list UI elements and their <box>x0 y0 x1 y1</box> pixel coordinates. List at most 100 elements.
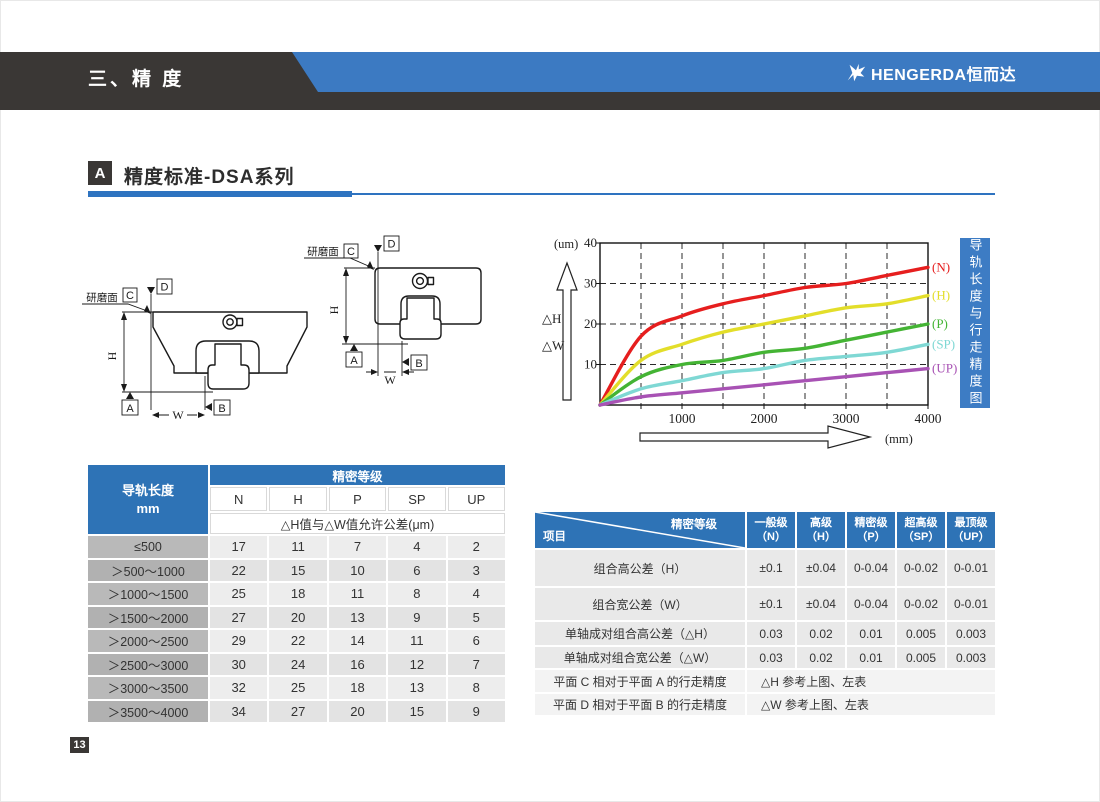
grade-header-p-line2: （P） <box>856 531 886 543</box>
tolerance-value-cell: 22 <box>210 559 268 581</box>
curve-(SP) <box>598 342 930 407</box>
curve-label-(UP): (UP) <box>932 361 957 376</box>
curve-(H) <box>598 293 930 407</box>
grade-header-up: 最顶级 （UP） <box>947 512 995 548</box>
datum-c-label: C <box>347 246 355 258</box>
precision-chart: 10 20 30 40 (um) 1000 2000 3000 4000 △H △W (mm) (N) (… <box>542 235 957 449</box>
brand-logo: HENGERDA恒而达 <box>845 60 1016 86</box>
column-header-n: N <box>210 487 268 511</box>
tolerance-value-cell: 5 <box>447 606 505 628</box>
grind-surface-label: 研磨面 <box>307 246 339 258</box>
dim-h-label: H <box>327 305 341 314</box>
tolerance-value-cell: 0.02 <box>797 622 845 645</box>
tolerance-value-cell: 27 <box>210 606 268 628</box>
column-header-up: UP <box>447 487 505 511</box>
tolerance-value-cell: 4 <box>388 536 446 558</box>
rail-length-header-line1: 导轨长度 <box>121 482 174 498</box>
curve-label-(P): (P) <box>932 316 948 331</box>
grade-header-n-line1: 一般级 <box>754 516 788 529</box>
precision-grade-group-header: 精密等级 <box>210 465 505 485</box>
delta-w-label: △W <box>542 338 565 353</box>
x-tick-label: 3000 <box>833 411 860 426</box>
dim-w-label: W <box>172 408 184 422</box>
item-row-label: 平面 D 相对于平面 B 的行走精度 <box>535 694 745 715</box>
curve-(UP) <box>598 366 930 407</box>
datum-c-label: C <box>126 290 134 302</box>
y-axis-arrow <box>556 261 578 401</box>
rail-length-row-label: ＞1500～2000 <box>88 606 208 628</box>
section-title: 精度标准-DSA系列 <box>124 167 295 188</box>
item-row-label: 单轴成对组合高公差（△H） <box>535 622 745 645</box>
y-tick-label: 30 <box>584 276 597 291</box>
tolerance-value-cell: 3 <box>447 559 505 581</box>
grade-header-h-line2: （H） <box>806 531 836 543</box>
section-badge: A <box>88 161 112 185</box>
section-underline-thick <box>88 191 352 197</box>
tolerance-value-cell: 25 <box>269 677 327 699</box>
grade-header-sp: 超高级 （SP） <box>897 512 945 548</box>
x-axis-arrow <box>639 425 873 449</box>
tolerance-value-cell: 18 <box>269 583 327 605</box>
grind-surface-label: 研磨面 <box>86 292 118 304</box>
tolerance-value-cell: 6 <box>388 559 446 581</box>
corner-header-cell: 精密等级 项目 <box>535 512 745 548</box>
tolerance-value-cell: 13 <box>388 677 446 699</box>
datum-arrow-markers <box>343 245 409 375</box>
curve-label-(SP): (SP) <box>932 336 955 351</box>
tolerance-value-cell: 20 <box>269 606 327 628</box>
item-row-label: 平面 C 相对于平面 A 的行走精度 <box>535 670 745 692</box>
tolerance-value-cell: 0.02 <box>797 647 845 668</box>
rail-length-row-label: ＞500～1000 <box>88 559 208 581</box>
column-header-sp: SP <box>388 487 446 511</box>
brand-logo-icon <box>847 63 866 82</box>
page-title: 三、精 度 <box>88 69 185 90</box>
header-blue-stripe <box>292 52 1100 92</box>
column-header-h: H <box>269 487 327 511</box>
tolerance-value-cell: 0.03 <box>747 622 795 645</box>
item-row-label: 组合高公差（H） <box>535 550 745 586</box>
rail-length-row-label: ＞3000～3500 <box>88 677 208 699</box>
tolerance-value-cell: 24 <box>269 653 327 675</box>
tolerance-value-cell: 0-0.01 <box>947 550 995 586</box>
tolerance-value-cell: 7 <box>328 536 387 558</box>
tolerance-value-cell: 15 <box>269 559 327 581</box>
tolerance-value-cell: 32 <box>210 677 268 699</box>
item-row-label: 组合宽公差（W） <box>535 588 745 620</box>
rail-length-header: 导轨长度 mm <box>88 465 208 534</box>
datum-b-label: B <box>218 403 225 415</box>
guide-block-diagram-square: 研磨面 C D A B H W <box>304 235 482 387</box>
x-tick-label: 2000 <box>751 411 778 426</box>
grade-header-n: 一般级 （N） <box>747 512 795 548</box>
delta-h-label: △H <box>542 311 561 326</box>
tolerance-value-cell: 17 <box>210 536 268 558</box>
grade-header-up-line1: 最顶级 <box>954 516 988 529</box>
tolerance-value-cell: 0.03 <box>747 647 795 668</box>
tolerance-value-cell: 25 <box>210 583 268 605</box>
tolerance-value-cell: 13 <box>328 606 387 628</box>
guide-block-diagram-wide: 研磨面 C D A B H W <box>82 278 308 422</box>
grade-header-n-line2: （N） <box>756 531 786 543</box>
grade-header-up-line2: （UP） <box>952 531 990 543</box>
corner-diagonal-line <box>535 512 745 548</box>
tolerance-value-cell: 9 <box>447 700 505 722</box>
tolerance-value-cell: ±0.04 <box>797 588 845 620</box>
curve-(P) <box>598 322 930 407</box>
grade-header-sp-line2: （SP） <box>902 531 940 543</box>
tolerance-value-cell: ±0.04 <box>797 550 845 586</box>
grade-header-h: 高级 （H） <box>797 512 845 548</box>
tolerance-value-cell: ±0.1 <box>747 588 795 620</box>
corner-label-item: 项目 <box>543 531 566 543</box>
reference-note-cell: △W 参考上图、左表 <box>747 694 995 715</box>
tolerance-value-cell: 0-0.02 <box>897 550 945 586</box>
tolerance-value-cell: 15 <box>388 700 446 722</box>
tolerance-value-cell: 0-0.04 <box>847 588 895 620</box>
y-tick-label: 40 <box>584 235 597 250</box>
tolerance-subheader: △H值与△W值允许公差(μm) <box>210 513 505 534</box>
tolerance-value-cell: 6 <box>447 630 505 652</box>
tolerance-value-cell: 9 <box>388 606 446 628</box>
tolerance-value-cell: 16 <box>328 653 387 675</box>
datum-arrow-markers <box>121 287 212 418</box>
dim-w-label: W <box>384 373 396 387</box>
tolerance-value-cell: 0.005 <box>897 647 945 668</box>
